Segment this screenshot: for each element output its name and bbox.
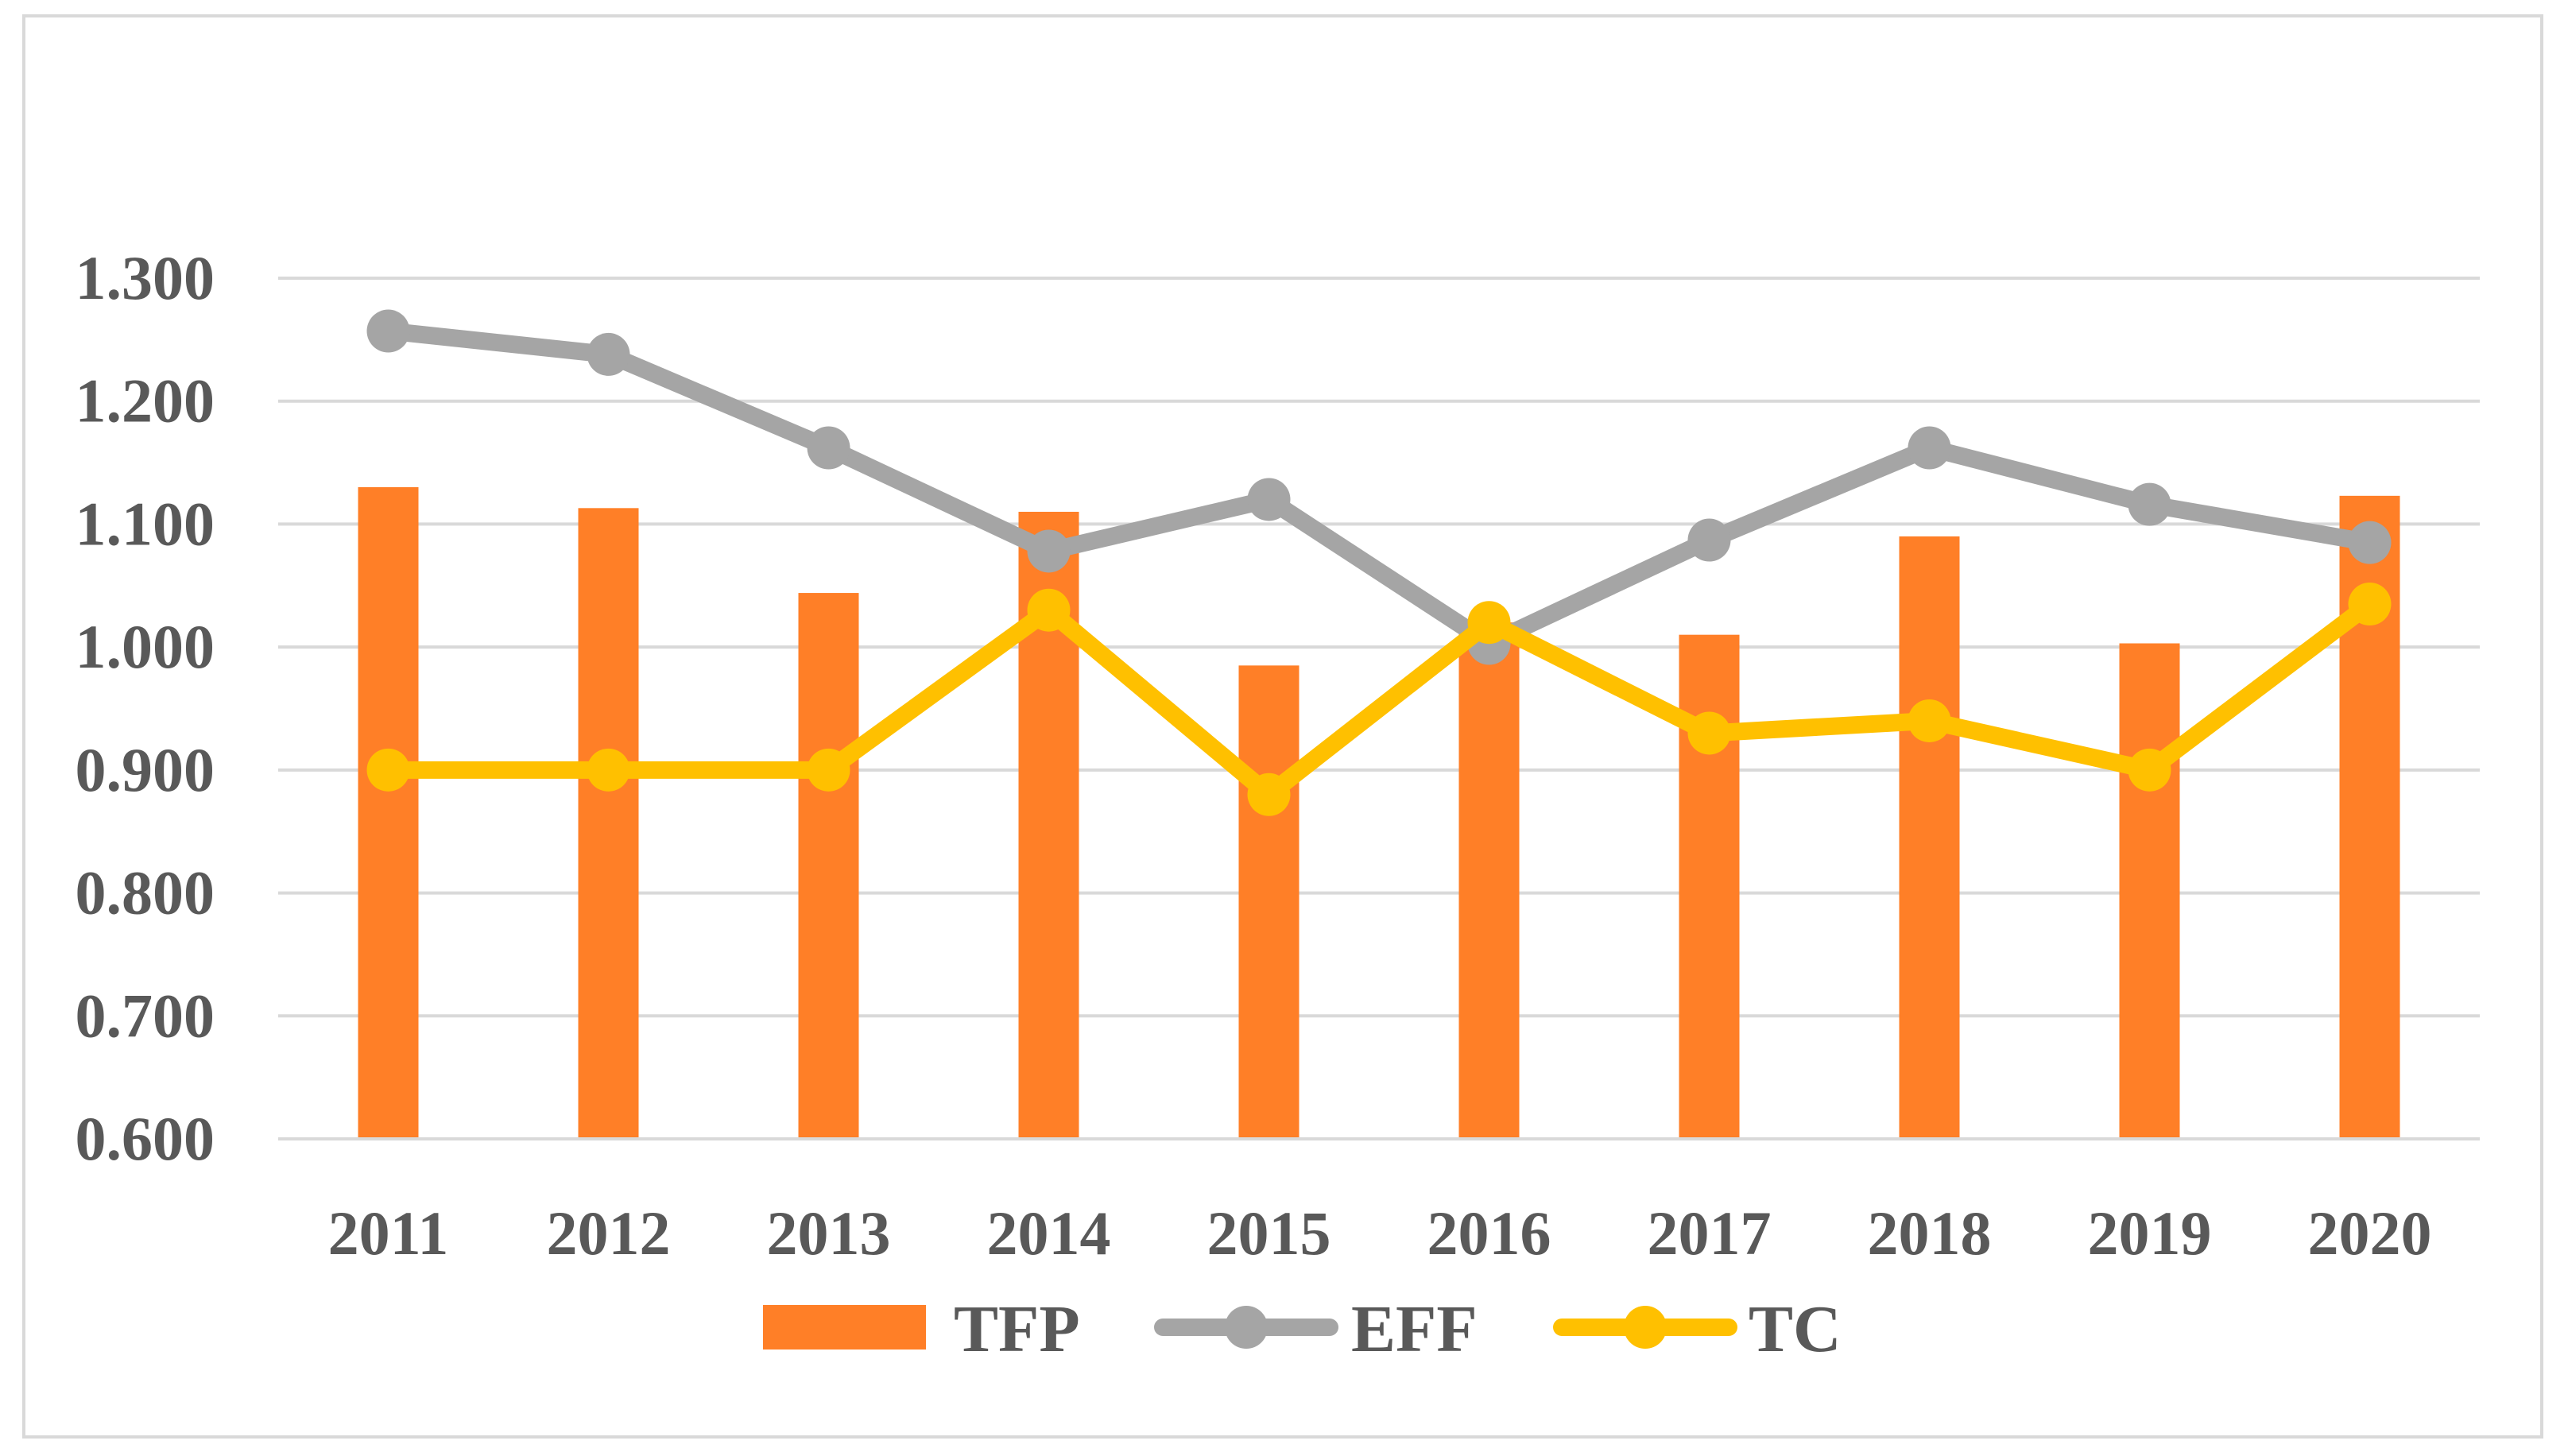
x-tick-label: 2018	[1868, 1198, 1992, 1268]
point-eff-2015	[1247, 478, 1291, 521]
point-eff-2017	[1687, 518, 1731, 562]
x-tick-label: 2011	[328, 1198, 449, 1268]
bar-tfp-2018	[1899, 536, 1960, 1139]
grid-layer	[278, 277, 2480, 1018]
point-tc-2014	[1027, 588, 1071, 632]
x-tick-label: 2012	[547, 1198, 671, 1268]
x-tick-label: 2019	[2088, 1198, 2212, 1268]
legend: TFP EFF TC	[763, 1292, 1842, 1366]
y-tick-label: 0.700	[76, 981, 215, 1050]
x-axis-ticks: 2011 2012 2013 2014 2015 2016 2017 2018 2019 2020	[328, 1198, 2432, 1268]
line-series	[366, 309, 2392, 816]
y-axis-ticks: 0.600 0.700 0.800 0.900 1.000 1.100 1.200 1.300	[76, 243, 215, 1173]
y-tick-label: 1.000	[76, 612, 215, 681]
legend-swatch-tfp	[763, 1305, 926, 1350]
legend-label-tc: TC	[1749, 1292, 1842, 1366]
legend-marker-tc	[1624, 1306, 1667, 1349]
x-tick-label: 2014	[987, 1198, 1111, 1268]
y-tick-label: 0.900	[76, 735, 215, 804]
point-tc-2016	[1467, 601, 1511, 645]
bar-tfp-2012	[578, 508, 639, 1139]
legend-label-tfp: TFP	[954, 1292, 1080, 1366]
legend-marker-eff	[1225, 1306, 1268, 1349]
point-eff-2013	[807, 426, 850, 470]
x-tick-label: 2017	[1648, 1198, 1772, 1268]
point-tc-2015	[1247, 773, 1291, 816]
line-tc	[379, 594, 2379, 804]
x-tick-label: 2013	[767, 1198, 891, 1268]
x-tick-label: 2016	[1427, 1198, 1551, 1268]
y-tick-label: 0.800	[76, 858, 215, 927]
bar-tfp-2015	[1238, 665, 1299, 1139]
bar-tfp-2011	[358, 487, 419, 1139]
point-tc-2011	[366, 748, 410, 792]
point-tc-2017	[1687, 711, 1731, 755]
bar-tfp-2019	[2119, 643, 2180, 1139]
point-eff-2014	[1027, 529, 1071, 573]
bar-tfp-2017	[1679, 634, 1740, 1139]
y-tick-label: 1.200	[76, 366, 215, 436]
point-tc-2020	[2348, 582, 2392, 625]
bar-tfp-2016	[1458, 622, 1520, 1139]
y-tick-label: 0.600	[76, 1104, 215, 1173]
point-tc-2013	[807, 748, 850, 792]
point-eff-2020	[2348, 521, 2392, 564]
y-tick-label: 1.300	[76, 243, 215, 312]
point-tc-2018	[1908, 699, 1951, 742]
x-tick-label: 2015	[1207, 1198, 1331, 1268]
line-eff	[379, 322, 2379, 652]
bar-tfp-2013	[798, 593, 859, 1139]
point-tc-2012	[587, 748, 630, 792]
point-eff-2019	[2128, 482, 2171, 526]
y-tick-label: 1.100	[76, 489, 215, 558]
point-eff-2018	[1908, 426, 1951, 470]
point-tc-2019	[2128, 748, 2171, 792]
x-tick-label: 2020	[2308, 1198, 2432, 1268]
point-eff-2012	[587, 332, 630, 376]
point-eff-2011	[366, 309, 410, 353]
legend-label-eff: EFF	[1351, 1292, 1478, 1366]
tfp-bars	[358, 487, 2400, 1139]
